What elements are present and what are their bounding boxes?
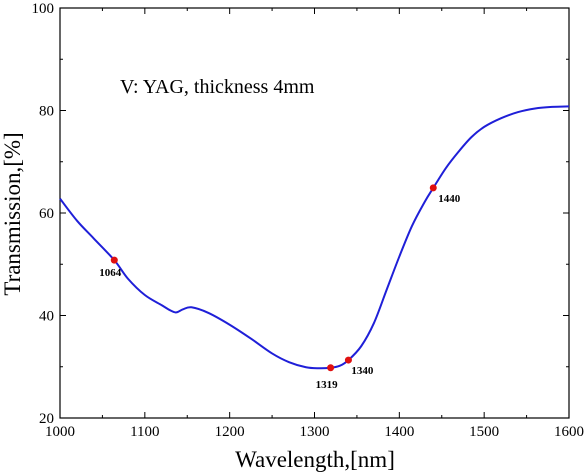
marked-point bbox=[327, 364, 335, 372]
x-tick-label: 1400 bbox=[384, 424, 414, 440]
chart-annotation: V: YAG, thickness 4mm bbox=[120, 76, 315, 98]
x-tick-label: 1000 bbox=[45, 424, 75, 440]
x-tick-label: 1500 bbox=[469, 424, 499, 440]
y-tick-label: 40 bbox=[39, 309, 54, 325]
x-tick-label: 1200 bbox=[215, 424, 245, 440]
marked-point bbox=[429, 184, 437, 192]
x-axis-label: Wavelength,[nm] bbox=[235, 447, 395, 472]
y-axis-label: Transmission,[%] bbox=[0, 132, 25, 295]
marked-point-label: 1340 bbox=[351, 365, 374, 377]
transmission-line bbox=[59, 105, 570, 370]
x-tick-label: 1300 bbox=[300, 424, 330, 440]
x-tick-label: 1600 bbox=[554, 424, 584, 440]
marked-point-label: 1440 bbox=[438, 193, 461, 205]
y-tick-label: 20 bbox=[39, 411, 54, 427]
marked-point-label: 1064 bbox=[99, 267, 122, 279]
x-tick-label: 1100 bbox=[130, 424, 159, 440]
y-tick-label: 60 bbox=[39, 206, 54, 222]
marked-point-label: 1319 bbox=[316, 379, 339, 391]
y-tick-label: 100 bbox=[32, 1, 55, 17]
y-tick-label: 80 bbox=[39, 104, 54, 120]
plot-frame bbox=[59, 7, 570, 419]
marked-point bbox=[110, 256, 118, 264]
marked-point bbox=[344, 356, 352, 364]
